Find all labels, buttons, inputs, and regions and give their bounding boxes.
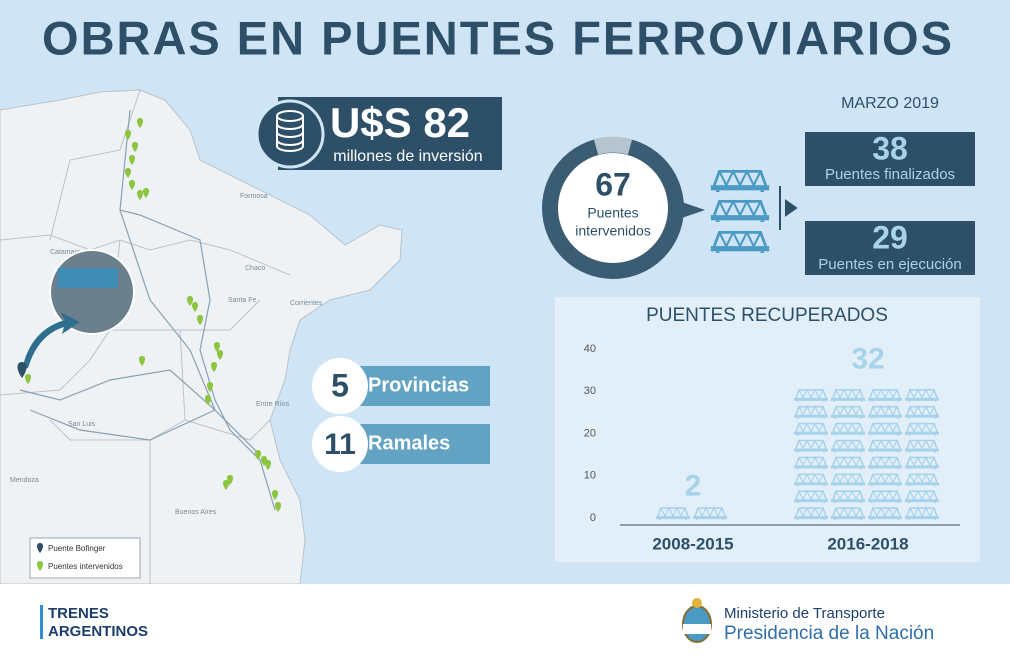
map-pin bbox=[139, 356, 145, 366]
y-tick-label: 10 bbox=[584, 470, 596, 482]
map-pins bbox=[25, 118, 281, 512]
map-pin bbox=[125, 168, 131, 178]
chart-title: PUENTES RECUPERADOS bbox=[646, 305, 888, 326]
map-legend bbox=[29, 537, 141, 579]
map-pin bbox=[275, 502, 281, 512]
investment-amount: U$S 82 bbox=[330, 99, 470, 146]
map-pin bbox=[223, 480, 229, 490]
donut-center bbox=[550, 145, 676, 271]
y-tick-label: 40 bbox=[584, 343, 596, 355]
map-label: Mendoza bbox=[10, 477, 39, 484]
map-label: Catamarca bbox=[50, 249, 84, 256]
map-label: Entre Ríos bbox=[256, 401, 290, 408]
map-pin bbox=[125, 130, 131, 140]
y-tick-label: 30 bbox=[584, 385, 596, 397]
value-label: 2 bbox=[685, 469, 702, 502]
footer bbox=[0, 584, 1010, 656]
map-pin bbox=[129, 155, 135, 165]
map-pin bbox=[132, 142, 138, 152]
presidency: Presidencia de la Nación bbox=[724, 623, 934, 644]
status-value: 29 bbox=[872, 219, 908, 255]
total-label: Puentes bbox=[587, 205, 638, 221]
status-box bbox=[805, 132, 975, 186]
coin-badge bbox=[255, 99, 325, 169]
map-pin bbox=[272, 490, 278, 500]
status-label: Puentes finalizados bbox=[825, 166, 955, 183]
map: Catamarca Chaco Formosa Corrientes Santa… bbox=[0, 89, 403, 585]
map-pin bbox=[211, 362, 217, 372]
connector bbox=[779, 186, 798, 230]
map-pin bbox=[217, 350, 223, 360]
count-label: Ramales bbox=[368, 432, 450, 454]
legend-icon bbox=[37, 561, 43, 571]
x-tick-label: 2016-2018 bbox=[827, 534, 908, 553]
status-value: 38 bbox=[872, 130, 908, 166]
brand: ARGENTINOS bbox=[48, 623, 148, 640]
map-label: Formosa bbox=[240, 193, 268, 200]
y-tick-label: 0 bbox=[590, 512, 596, 524]
map-pin bbox=[197, 315, 203, 325]
total-label: intervenidos bbox=[575, 223, 651, 239]
ministry: Ministerio de Transporte bbox=[724, 605, 885, 622]
connector bbox=[676, 200, 705, 220]
y-tick-label: 20 bbox=[584, 427, 596, 439]
map-pin bbox=[129, 180, 135, 190]
map-label: Buenos Aires bbox=[175, 509, 217, 516]
map-pin bbox=[143, 188, 149, 198]
coat-of-arms bbox=[682, 598, 712, 643]
legend-icon bbox=[37, 543, 43, 553]
photo-arrow bbox=[22, 312, 80, 370]
count-badge bbox=[312, 416, 368, 472]
donut-gap bbox=[593, 136, 633, 155]
count-badge bbox=[312, 358, 368, 414]
legend-entry: Puentes intervenidos bbox=[48, 562, 123, 571]
chart: 0 10 20 30 40 2008-2015 2 2016-2018 32 bbox=[584, 343, 960, 553]
map-pin bbox=[187, 296, 193, 306]
pictogram-bar bbox=[794, 388, 939, 521]
brand-bar bbox=[40, 605, 43, 639]
map-pin bbox=[214, 342, 220, 352]
map-label: Santa Fe bbox=[228, 297, 257, 304]
x-tick-label: 2008-2015 bbox=[652, 534, 733, 553]
count-label: Provincias bbox=[368, 374, 469, 396]
legend-entry: Puente Bofinger bbox=[48, 544, 106, 553]
map-pin bbox=[25, 374, 31, 384]
brand: TRENES bbox=[48, 605, 109, 622]
date: MARZO 2019 bbox=[841, 95, 939, 112]
map-pin bbox=[255, 450, 261, 460]
photo-train bbox=[58, 268, 118, 288]
map-pin bbox=[207, 382, 213, 392]
status-label: Puentes en ejecución bbox=[818, 256, 961, 273]
investment-label: millones de inversión bbox=[333, 148, 482, 165]
map-pin bbox=[192, 302, 198, 312]
bofinger-pin bbox=[17, 362, 27, 378]
map-label: Chaco bbox=[245, 265, 265, 272]
status-box bbox=[805, 221, 975, 275]
map-label: Corrientes bbox=[290, 300, 323, 307]
count-value: 5 bbox=[331, 367, 349, 403]
map-pin bbox=[137, 190, 143, 200]
map-pin bbox=[137, 118, 143, 128]
map-label: San Luis bbox=[68, 421, 96, 428]
map-pin bbox=[265, 460, 271, 470]
value-label: 32 bbox=[851, 343, 884, 376]
count-value: 11 bbox=[324, 428, 356, 461]
coin-icon bbox=[276, 110, 304, 152]
page-title: OBRAS EN PUENTES FERROVIARIOS bbox=[42, 11, 954, 64]
total-value: 67 bbox=[595, 166, 631, 202]
map-pin bbox=[205, 395, 211, 405]
